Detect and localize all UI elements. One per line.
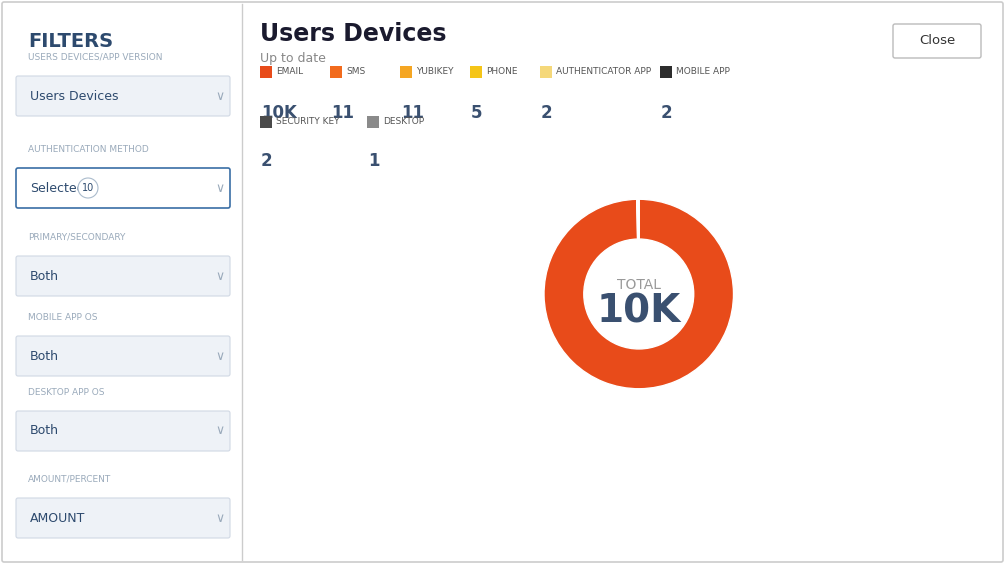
Text: Close: Close xyxy=(919,34,955,47)
Text: PHONE: PHONE xyxy=(486,68,518,77)
FancyBboxPatch shape xyxy=(260,116,272,128)
Wedge shape xyxy=(637,199,638,239)
Text: 11: 11 xyxy=(401,104,424,122)
Text: ∨: ∨ xyxy=(215,512,224,525)
Text: 5: 5 xyxy=(471,104,482,122)
Text: FILTERS: FILTERS xyxy=(28,32,114,51)
Text: PRIMARY/SECONDARY: PRIMARY/SECONDARY xyxy=(28,233,126,242)
Text: Both: Both xyxy=(30,425,59,438)
Text: TOTAL: TOTAL xyxy=(617,277,660,292)
Text: 10: 10 xyxy=(81,183,94,193)
Text: Users Devices: Users Devices xyxy=(260,22,446,46)
Text: YUBIKEY: YUBIKEY xyxy=(416,68,453,77)
FancyBboxPatch shape xyxy=(367,116,379,128)
Text: 1: 1 xyxy=(368,152,380,170)
FancyBboxPatch shape xyxy=(16,256,230,296)
FancyBboxPatch shape xyxy=(330,66,342,78)
Text: 11: 11 xyxy=(331,104,354,122)
Text: ∨: ∨ xyxy=(215,270,224,283)
Text: EMAIL: EMAIL xyxy=(276,68,304,77)
Text: AMOUNT/PERCENT: AMOUNT/PERCENT xyxy=(28,475,112,484)
Text: USERS DEVICES/APP VERSION: USERS DEVICES/APP VERSION xyxy=(28,53,163,62)
Text: DESKTOP: DESKTOP xyxy=(383,117,424,126)
Text: AUTHENTICATION METHOD: AUTHENTICATION METHOD xyxy=(28,145,149,154)
Circle shape xyxy=(78,178,98,198)
Text: Selected: Selected xyxy=(30,182,84,195)
Text: SECURITY KEY: SECURITY KEY xyxy=(276,117,340,126)
FancyBboxPatch shape xyxy=(16,498,230,538)
FancyBboxPatch shape xyxy=(400,66,412,78)
Text: Both: Both xyxy=(30,350,59,363)
Text: 2: 2 xyxy=(261,152,272,170)
Text: Users Devices: Users Devices xyxy=(30,90,119,103)
Text: SMS: SMS xyxy=(346,68,365,77)
Text: 2: 2 xyxy=(541,104,553,122)
Wedge shape xyxy=(544,199,734,389)
Text: Both: Both xyxy=(30,270,59,283)
FancyBboxPatch shape xyxy=(260,66,272,78)
FancyBboxPatch shape xyxy=(540,66,552,78)
Text: ∨: ∨ xyxy=(215,90,224,103)
Text: Up to date: Up to date xyxy=(260,52,326,65)
FancyBboxPatch shape xyxy=(16,168,230,208)
Text: 10K: 10K xyxy=(597,292,680,330)
Text: ∨: ∨ xyxy=(215,425,224,438)
FancyBboxPatch shape xyxy=(893,24,981,58)
Text: AUTHENTICATOR APP: AUTHENTICATOR APP xyxy=(556,68,651,77)
Text: DESKTOP APP OS: DESKTOP APP OS xyxy=(28,388,105,397)
Text: AMOUNT: AMOUNT xyxy=(30,512,85,525)
Text: ∨: ∨ xyxy=(215,182,224,195)
Text: 10K: 10K xyxy=(261,104,296,122)
FancyBboxPatch shape xyxy=(16,76,230,116)
FancyBboxPatch shape xyxy=(660,66,672,78)
Text: 2: 2 xyxy=(661,104,672,122)
FancyBboxPatch shape xyxy=(16,411,230,451)
Text: MOBILE APP OS: MOBILE APP OS xyxy=(28,313,97,322)
FancyBboxPatch shape xyxy=(470,66,482,78)
FancyBboxPatch shape xyxy=(16,336,230,376)
Text: ∨: ∨ xyxy=(215,350,224,363)
Text: MOBILE APP: MOBILE APP xyxy=(676,68,730,77)
